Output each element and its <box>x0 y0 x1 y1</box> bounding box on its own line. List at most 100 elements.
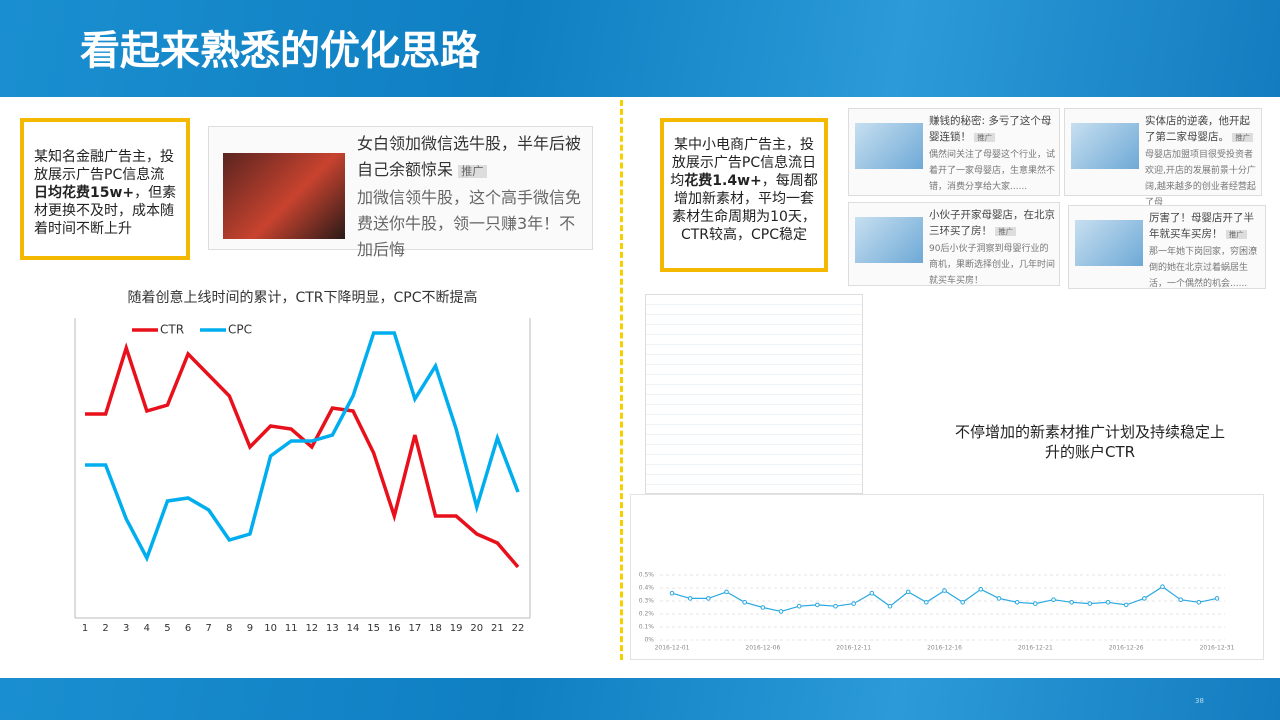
point <box>815 602 820 608</box>
point <box>978 587 984 592</box>
chart-title: 随着创意上线时间的累计，CTR下降明显，CPC不断提高 <box>127 289 477 306</box>
point <box>778 609 784 614</box>
point <box>742 600 747 605</box>
point <box>1105 600 1111 605</box>
point <box>1087 601 1093 606</box>
ad-image <box>855 217 923 263</box>
x-tick-label: 3 <box>123 623 129 634</box>
ad-tag: 推广 <box>458 165 487 178</box>
y-tick-label: 0.4% <box>639 585 655 592</box>
ad-body: 90后小伙子洞察到母婴行业的商机，果断选择创业，几年时间就买车买房！ <box>929 244 1056 286</box>
ad-text: 赚钱的秘密: 多亏了这个母婴连锁！ 推广 偶然间关注了母婴这个行业，试着开了一家母… <box>929 113 1055 194</box>
caption: 不停增加的新素材推广计划及持续稳定上升的账户CTR <box>955 423 1226 461</box>
title: 看起来熟悉的优化思路 <box>80 28 480 74</box>
x-tick-label: 15 <box>367 623 380 634</box>
point <box>687 596 693 601</box>
ad-text: 厉害了！母婴店开了半年就买车买房！ 推广那一年她下岗回家，穷困潦倒的她在北京过着… <box>1149 210 1261 291</box>
point <box>1069 600 1074 605</box>
point <box>924 600 929 605</box>
y-tick-label: 0.1% <box>639 624 655 631</box>
x-tick-label: 14 <box>347 623 360 634</box>
left-note: 某知名金融广告主，投放展示广告PC信息流日均花费15w+，但素材更换不及时，成本… <box>20 118 190 260</box>
ad-image <box>223 153 345 239</box>
point <box>1214 596 1220 601</box>
x-tick-label: 16 <box>388 623 401 634</box>
point <box>669 590 675 596</box>
ad-tag: 推广 <box>1232 133 1254 142</box>
legend-label: CTR <box>160 323 184 337</box>
point <box>960 600 965 605</box>
ad-body: 加微信领牛股，这个高手微信免费送你牛股，领一只赚3年！不加后悔 <box>357 188 582 259</box>
ad-card: 实体店的逆袭，他开起了第二家母婴店。 推广 母婴店加盟项目很受投资者欢迎,开店的发… <box>1064 108 1262 208</box>
x-tick-label: 17 <box>409 623 422 634</box>
note-bold: 日均花费15w+ <box>34 185 135 201</box>
point <box>724 589 729 595</box>
ad-tag: 推广 <box>974 133 996 142</box>
x-tick-label: 2016-12-06 <box>745 645 780 652</box>
right-note: 某中小电商广告主，投放展示广告PC信息流日均花费1.4w+，每周都增加新素材，平… <box>660 118 828 272</box>
x-tick-label: 2016-12-21 <box>1018 645 1053 652</box>
point <box>851 601 856 606</box>
y-tick-label: 0.3% <box>639 598 655 605</box>
point <box>760 605 766 610</box>
note-bold: 花费1.4w+ <box>684 173 762 189</box>
ad-text: 小伙子开家母婴店，在北京三环买了房！ 推广 90后小伙子洞察到母婴行业的商机，果断… <box>929 207 1055 288</box>
x-tick-label: 19 <box>450 623 463 634</box>
note-text: ，但素材更换不及时，成本随着时间不断上升 <box>34 185 177 237</box>
page-number: 38 <box>1195 697 1204 705</box>
ad-body: 偶然间关注了母婴这个行业，试着开了一家母婴店，生意果然不错，消费分享给大家...… <box>929 150 1056 192</box>
x-tick-label: 6 <box>185 623 191 634</box>
y-tick-label: 0% <box>644 637 654 644</box>
x-tick-label: 8 <box>226 623 232 634</box>
x-tick-label: 18 <box>429 623 442 634</box>
x-tick-label: 4 <box>144 623 150 634</box>
x-tick-label: 2016-12-01 <box>655 645 690 652</box>
ad-text: 实体店的逆袭，他开起了第二家母婴店。 推广 母婴店加盟项目很受投资者欢迎,开店的发… <box>1145 113 1257 210</box>
point <box>833 603 838 609</box>
ad-headline: 小伙子开家母婴店，在北京三环买了房！ <box>929 209 1055 237</box>
x-tick-label: 10 <box>264 623 277 634</box>
y-tick-label: 0.2% <box>639 611 655 618</box>
legend-label: CPC <box>228 323 252 337</box>
note-text: ，每周都增加新素材，平均一套素材生命周期为10天，CTR较高，CPC稳定 <box>672 173 818 243</box>
ad-tag: 推广 <box>1225 230 1247 239</box>
x-tick-label: 13 <box>326 623 339 634</box>
point <box>1051 597 1056 603</box>
x-tick-label: 7 <box>206 623 212 634</box>
x-tick-label: 11 <box>285 623 298 634</box>
point <box>1196 600 1202 605</box>
point <box>1033 601 1038 606</box>
x-tick-label: 2 <box>102 623 108 634</box>
ad-body: 那一年她下岗回家，穷困潦倒的她在北京过着蜗居生活，一个偶然的机会...... <box>1149 247 1258 289</box>
point <box>869 590 875 596</box>
ad-image <box>855 123 923 169</box>
point <box>996 596 1002 601</box>
ad-headline: 厉害了！母婴店开了半年就买车买房！ <box>1149 212 1254 240</box>
divider <box>620 100 623 660</box>
series-line <box>85 331 520 563</box>
ad-card: 女白领加微信选牛股，半年后被自己余额惊呆 推广加微信领牛股，这个高手微信免费送你… <box>208 126 593 259</box>
x-tick-label: 2016-12-11 <box>836 645 871 652</box>
point <box>1160 584 1165 590</box>
x-tick-label: 5 <box>164 623 170 634</box>
point <box>1123 602 1129 608</box>
footer-band <box>0 678 1280 720</box>
x-tick-label: 12 <box>305 623 318 634</box>
ad-image <box>1075 220 1143 266</box>
ad-card: 小伙子开家母婴店，在北京三环买了房！ 推广 90后小伙子洞察到母婴行业的商机，果断… <box>848 202 1060 286</box>
ad-headline: 女白领加微信选牛股，半年后被自己余额惊呆 <box>357 134 582 179</box>
point <box>706 596 711 601</box>
ad-body: 母婴店加盟项目很受投资者欢迎,开店的发展前景十分广阔,越来越多的创业者经营起了母 <box>1145 150 1256 208</box>
x-tick-label: 20 <box>470 623 483 634</box>
x-tick-label: 22 <box>512 623 525 634</box>
ad-tag: 推广 <box>995 227 1017 236</box>
ad-text: 女白领加微信选牛股，半年后被自己余额惊呆 推广加微信领牛股，这个高手微信免费送你… <box>357 131 585 263</box>
x-tick-label: 1 <box>82 623 88 634</box>
ad-card: 赚钱的秘密: 多亏了这个母婴连锁！ 推广 偶然间关注了母婴这个行业，试着开了一家母… <box>848 108 1060 196</box>
x-tick-label: 2016-12-16 <box>927 645 962 652</box>
series-line <box>85 342 520 569</box>
point <box>1142 596 1147 601</box>
x-tick-label: 21 <box>491 623 504 634</box>
